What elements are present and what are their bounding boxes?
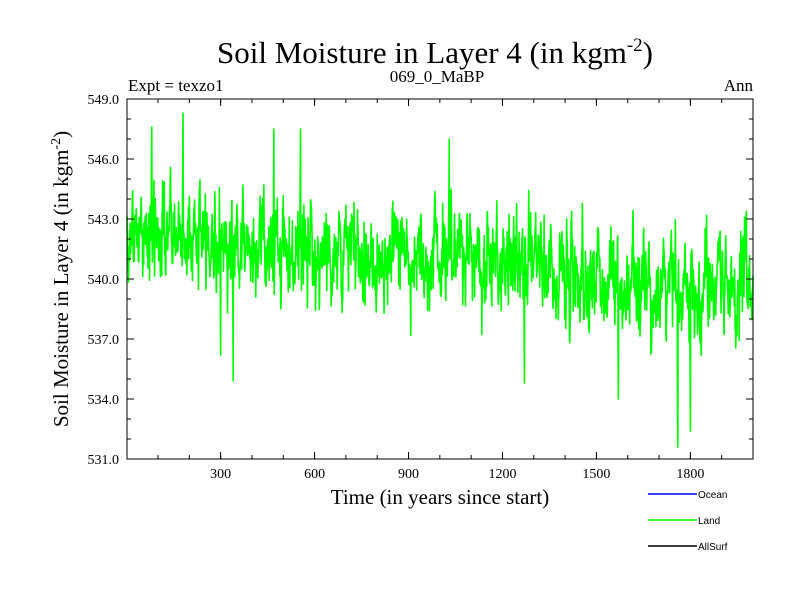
y-tick-label: 546.0 [88, 153, 120, 168]
data-layer [126, 112, 754, 448]
period-label: 069_0_MaBP [390, 67, 484, 86]
y-axis-label: Soil Moisture in Layer 4 (in kgm-2) [49, 131, 73, 427]
y-tick-label: 537.0 [88, 333, 120, 348]
tick-layer: 531.0 534.0 537.0 540.0 543.0 546.0 549.0 300 60… [88, 93, 753, 482]
legend: Ocean Land AllSurf [648, 490, 728, 553]
x-tick-label: 1800 [676, 467, 704, 482]
chart-title: Soil Moisture in Layer 4 (in kgm-2) [217, 35, 653, 70]
series-line-land [126, 112, 754, 448]
y-tick-label: 549.0 [88, 93, 120, 108]
x-tick-label: 900 [398, 467, 419, 482]
x-tick-label: 1200 [488, 467, 516, 482]
experiment-label: Expt = texzo1 [128, 76, 224, 95]
season-label: Ann [724, 76, 754, 95]
x-axis-label: Time (in years since start) [331, 485, 550, 509]
x-tick-label: 1500 [582, 467, 610, 482]
y-tick-label: 531.0 [88, 453, 120, 468]
x-tick-label: 600 [304, 467, 325, 482]
y-tick-label: 543.0 [88, 213, 120, 228]
legend-label-land: Land [698, 516, 720, 527]
legend-label-ocean: Ocean [698, 490, 727, 501]
y-tick-label: 540.0 [88, 273, 120, 288]
legend-label-allsurf: AllSurf [698, 542, 728, 553]
x-tick-label: 300 [210, 467, 231, 482]
y-tick-label: 534.0 [88, 393, 120, 408]
